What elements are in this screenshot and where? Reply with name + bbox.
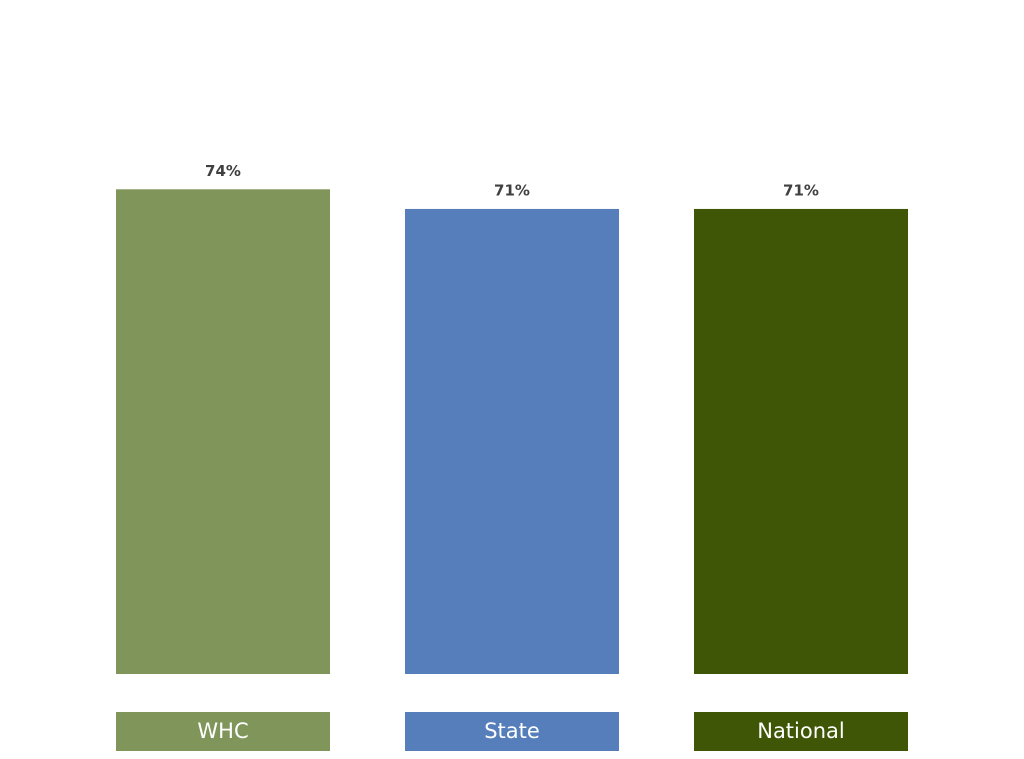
bar <box>694 208 908 674</box>
value-label: 71% <box>494 181 530 199</box>
category-label: State <box>484 719 540 743</box>
value-label: 74% <box>205 162 241 180</box>
category-box <box>405 712 619 751</box>
category-label: WHC <box>197 719 248 743</box>
category-box <box>694 712 908 751</box>
value-label: 71% <box>783 181 819 199</box>
bar <box>116 189 330 675</box>
category-label: National <box>757 719 845 743</box>
bar <box>405 208 619 674</box>
category-box <box>116 712 330 751</box>
